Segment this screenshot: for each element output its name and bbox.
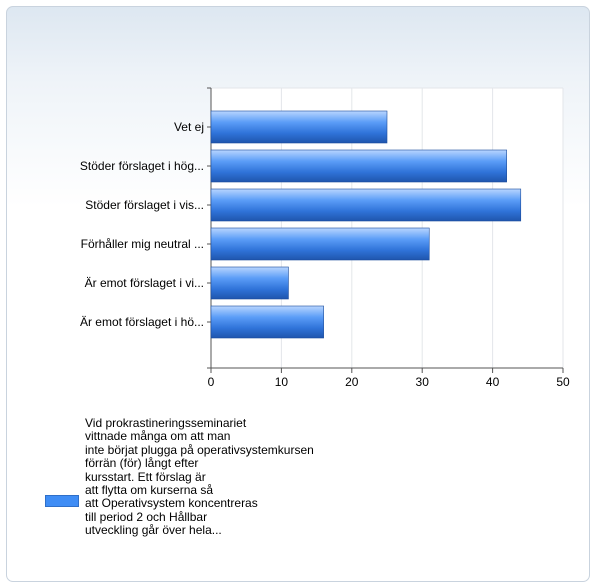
x-tick-label: 0 [208, 375, 215, 389]
category-label: Stöder förslaget i hög... [80, 159, 204, 173]
category-label: Stöder förslaget i vis... [85, 198, 204, 212]
legend-label: Vid prokrastineringsseminariet vittnade … [85, 416, 314, 538]
x-tick-label: 30 [416, 375, 430, 389]
bars [210, 110, 522, 339]
category-label: Vet ej [174, 120, 204, 134]
chart-panel: Vet ej Stöder förslaget i hög... Stöder fö… [6, 6, 590, 582]
x-tick-labels: 0 10 20 30 40 50 [208, 375, 570, 389]
x-tick-label: 20 [345, 375, 359, 389]
bar [210, 188, 522, 222]
x-tick-label: 10 [275, 375, 289, 389]
legend: Vid prokrastineringsseminariet vittnade … [45, 416, 565, 577]
x-tick-label: 50 [556, 375, 570, 389]
category-label: Är emot förslaget i vi... [85, 276, 204, 290]
category-label: Förhåller mig neutral ... [81, 237, 204, 251]
bar [210, 305, 324, 339]
x-tick-label: 40 [486, 375, 500, 389]
bar [210, 110, 388, 144]
bar [210, 227, 430, 261]
category-labels: Vet ej Stöder förslaget i hög... Stöder fö… [80, 120, 204, 329]
legend-swatch [45, 495, 79, 507]
bar [210, 149, 507, 183]
category-label: Är emot förslaget i hö... [80, 315, 204, 329]
bar-chart: Vet ej Stöder förslaget i hög... Stöder fö… [80, 87, 570, 389]
bar [210, 266, 289, 300]
